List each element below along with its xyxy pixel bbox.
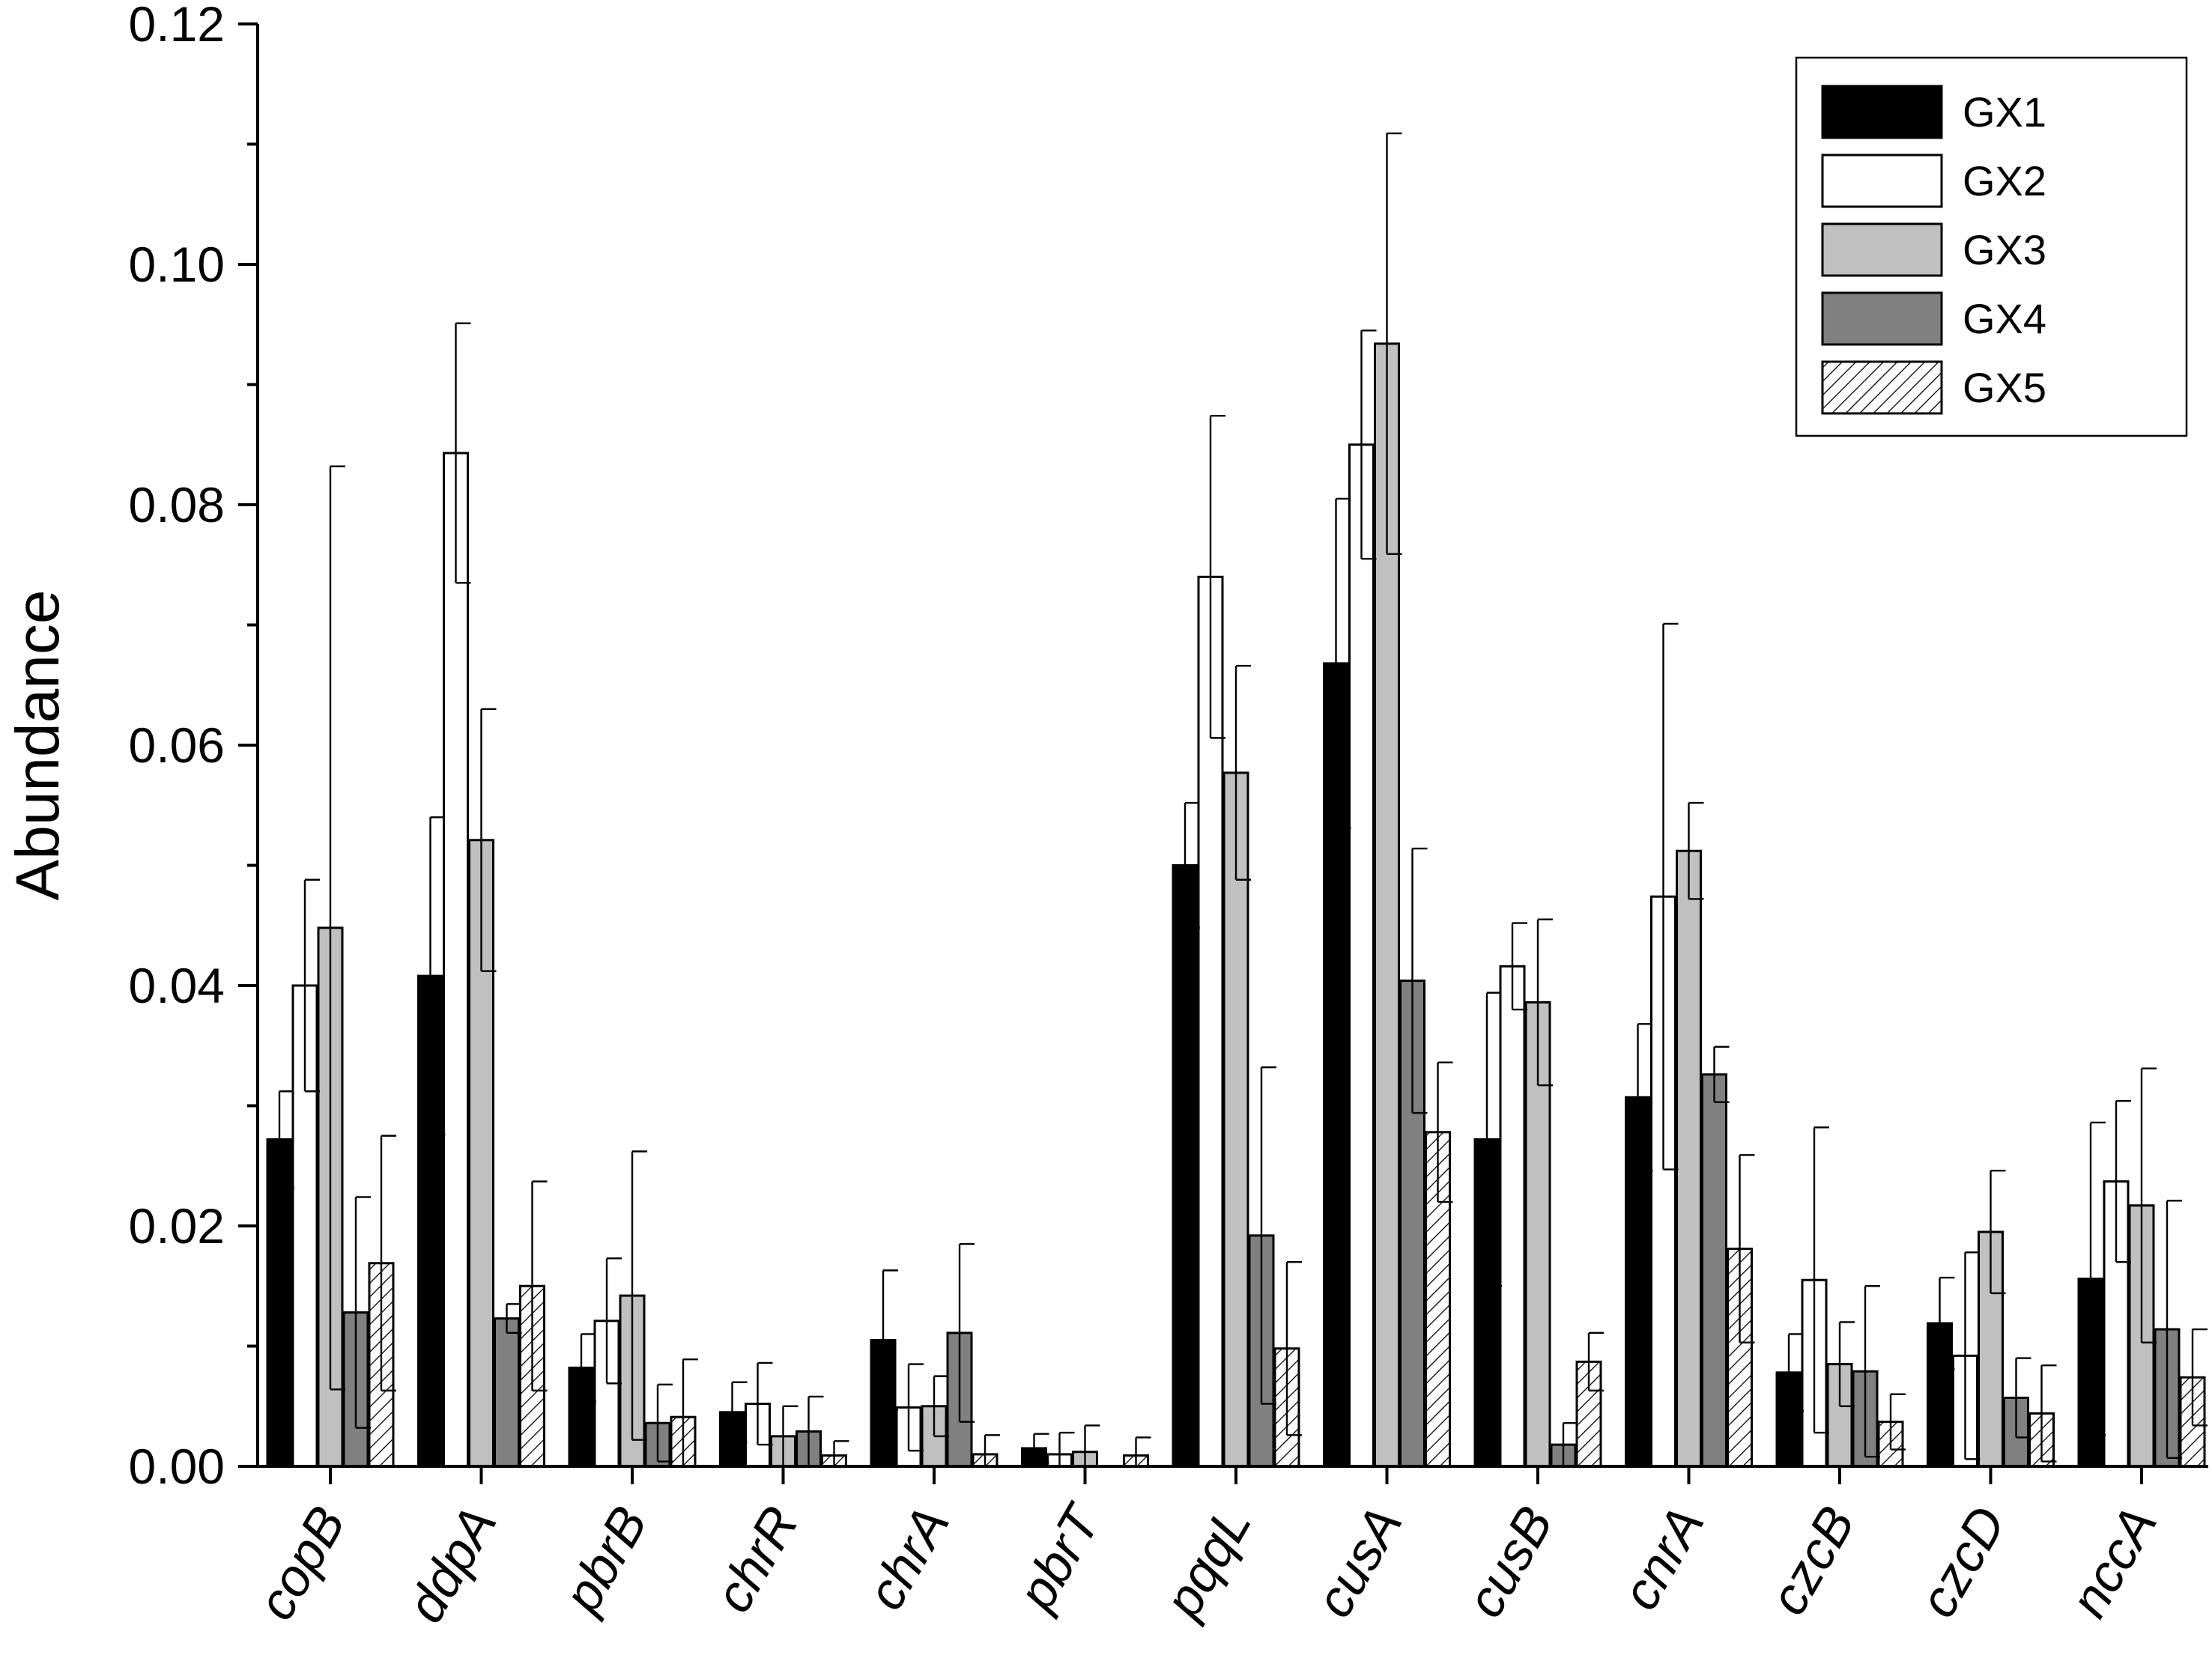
legend-swatch-GX4 bbox=[1821, 291, 1943, 346]
legend-label-GX4: GX4 bbox=[1963, 295, 2046, 342]
bar-GX2-cusA bbox=[1348, 443, 1375, 1468]
y-tick-label: 0.10 bbox=[129, 237, 225, 292]
y-tick-label: 0.00 bbox=[129, 1439, 225, 1494]
legend-swatch-GX2 bbox=[1821, 154, 1943, 208]
y-axis-title: Abundance bbox=[4, 590, 72, 901]
x-tick-label: copB bbox=[246, 1497, 357, 1630]
legend-label-GX1: GX1 bbox=[1963, 88, 2046, 136]
x-tick-label: pqqL bbox=[1153, 1497, 1262, 1629]
bar-GX2-ddpA bbox=[443, 452, 469, 1468]
bar-GX2-cusB bbox=[1499, 965, 1526, 1468]
bar-GX1-pqqL bbox=[1172, 864, 1199, 1468]
x-tick-label: ddpA bbox=[396, 1497, 507, 1633]
x-tick-label: chrA bbox=[855, 1497, 960, 1620]
y-tick-label: 0.02 bbox=[129, 1198, 225, 1254]
x-tick-label: pbrB bbox=[552, 1497, 658, 1624]
x-tick-label: cusB bbox=[1455, 1497, 1564, 1627]
x-tick-label: nccA bbox=[2059, 1497, 2168, 1627]
legend-swatch-GX5 bbox=[1821, 360, 1943, 415]
x-tick-label: czcB bbox=[1759, 1497, 1866, 1624]
legend-label-GX5: GX5 bbox=[1963, 364, 2046, 411]
bar-GX4-ddpA bbox=[494, 1317, 520, 1468]
bar-series-group bbox=[266, 342, 2208, 1468]
legend-label-GX3: GX3 bbox=[1963, 226, 2046, 273]
x-tick-label: cnrA bbox=[1610, 1497, 1715, 1620]
bar-GX3-cnrA bbox=[1676, 849, 1702, 1468]
x-tick-label: czcD bbox=[1908, 1497, 2016, 1627]
legend-swatch-GX1 bbox=[1821, 85, 1943, 139]
y-tick-label: 0.12 bbox=[129, 0, 225, 52]
x-tick-label: cusA bbox=[1304, 1497, 1413, 1627]
y-tick-label: 0.06 bbox=[129, 717, 225, 773]
bar-GX1-copB bbox=[266, 1138, 293, 1468]
x-tick-label: pbrT bbox=[1006, 1494, 1113, 1621]
legend-swatch-GX3 bbox=[1821, 222, 1943, 277]
bar-GX4-cnrA bbox=[1701, 1073, 1727, 1468]
y-tick-label: 0.04 bbox=[129, 958, 225, 1013]
y-tick-label: 0.08 bbox=[129, 477, 225, 532]
x-tick-label: chrR bbox=[703, 1497, 809, 1622]
legend-label-GX2: GX2 bbox=[1963, 157, 2046, 204]
legend: GX1 GX2 GX3 GX4 GX5 bbox=[1795, 56, 2188, 437]
